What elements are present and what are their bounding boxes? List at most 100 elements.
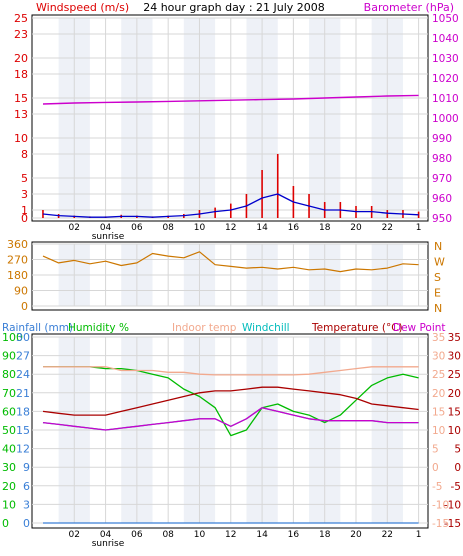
windspeed-tick: 8 <box>21 148 28 161</box>
x-tick-bottom: 16 <box>288 530 300 540</box>
humidity-tick: 40 <box>2 443 16 456</box>
direction-compass-tick: E <box>434 287 441 300</box>
barometer-tick: 1010 <box>432 93 459 105</box>
indoor-temp-tick: 20 <box>432 388 445 400</box>
barometer-tick: 950 <box>432 213 452 225</box>
x-tick-top: 10 <box>194 223 206 233</box>
barometer-line <box>42 94 419 105</box>
direction-compass-tick: N <box>434 240 442 253</box>
wind-direction-line <box>42 251 419 273</box>
rainfall-tick: 18 <box>16 405 30 418</box>
x-tick-bottom: 18 <box>319 530 331 540</box>
windspeed-axis-title: Windspeed (m/s) <box>36 1 129 14</box>
rainfall-tick: 27 <box>16 350 30 363</box>
sunrise-label-top: sunrise <box>92 232 125 242</box>
windspeed-tick: 1 <box>21 204 28 217</box>
chart-title: 24 hour graph day : 21 July 2008 <box>143 1 325 14</box>
windspeed-tick: 15 <box>14 92 28 105</box>
sunrise-label-bottom: sunrise <box>92 539 125 549</box>
barometer-tick: 990 <box>432 133 452 145</box>
barometer-tick: 1020 <box>432 73 459 85</box>
windspeed-tick: 13 <box>14 108 28 121</box>
windspeed-tick: 3 <box>21 188 28 201</box>
humidity-tick: 20 <box>2 480 16 493</box>
indoor-temp-tick: 15 <box>432 406 445 418</box>
humidity-tick: 90 <box>2 350 16 363</box>
x-tick-bottom: 02 <box>69 530 80 540</box>
legend-indoor: Indoor temp <box>172 322 237 334</box>
x-tick-top: 04 <box>100 223 112 233</box>
indoor-temp-line <box>43 366 419 376</box>
barometer-tick: 1030 <box>432 53 459 65</box>
x-tick-top: 18 <box>319 223 331 233</box>
rainfall-tick: 21 <box>16 387 30 400</box>
x-tick-top: 20 <box>350 223 362 233</box>
humidity-tick: 100 <box>2 331 23 344</box>
x-tick-top: 14 <box>256 223 268 233</box>
x-tick-top: 16 <box>288 223 300 233</box>
windspeed-tick: 10 <box>14 132 28 145</box>
humidity-tick: 50 <box>2 424 16 437</box>
barometer-tick: 1050 <box>432 13 459 25</box>
x-tick-top: 06 <box>131 223 143 233</box>
windspeed-tick: 20 <box>14 52 28 65</box>
direction-compass-tick: N <box>434 302 442 315</box>
indoor-temp-tick: -10 <box>432 499 449 511</box>
rainfall-tick: 3 <box>23 498 30 511</box>
humidity-tick: 0 <box>2 517 9 530</box>
indoor-temp-tick: 5 <box>432 444 439 456</box>
windspeed-tick: 25 <box>14 12 28 25</box>
rainfall-tick: 24 <box>16 368 30 381</box>
dewpoint-line <box>42 407 419 431</box>
rainfall-tick: 12 <box>16 443 30 456</box>
x-tick-bottom: 22 <box>382 530 393 540</box>
temperature-tick: 25 <box>448 369 461 381</box>
x-tick-bottom: 06 <box>131 530 143 540</box>
temperature-tick: -15 <box>444 518 461 530</box>
rainfall-tick: 9 <box>23 461 30 474</box>
x-tick-top: 02 <box>69 223 80 233</box>
wind-average-line <box>42 193 419 218</box>
x-tick-bottom: 10 <box>194 530 206 540</box>
indoor-temp-tick: -5 <box>432 481 442 493</box>
barometer-tick: 1040 <box>432 33 459 45</box>
x-tick-bottom: 08 <box>162 530 174 540</box>
x-tick-bottom: 14 <box>256 530 268 540</box>
x-tick-bottom: 04 <box>100 530 112 540</box>
legend-humidity: Humidity % <box>68 322 129 334</box>
legend-windchill: Windchill <box>242 322 290 334</box>
temperature-tick: 0 <box>454 462 461 474</box>
humidity-line <box>43 366 419 437</box>
rainfall-tick: 0 <box>23 517 30 530</box>
direction-degree-tick: 180 <box>7 269 28 282</box>
humidity-tick: 10 <box>2 498 16 511</box>
rainfall-tick: 30 <box>16 331 30 344</box>
windspeed-tick: 23 <box>14 28 28 41</box>
barometer-tick: 1000 <box>432 113 459 125</box>
temperature-tick: 35 <box>448 332 461 344</box>
panel1-frame <box>31 14 429 222</box>
humidity-tick: 70 <box>2 387 16 400</box>
windspeed-tick: 0 <box>21 212 28 225</box>
panel2-frame <box>31 241 429 311</box>
barometer-axis-title: Barometer (hPa) <box>364 1 454 14</box>
windspeed-tick: 5 <box>21 172 28 185</box>
humidity-tick: 80 <box>2 368 16 381</box>
humidity-tick: 30 <box>2 461 16 474</box>
legend-row: Rainfall (mm) Humidity % Indoor temp Win… <box>2 322 446 334</box>
indoor-temp-tick: 0 <box>432 462 439 474</box>
x-tick-top: 08 <box>162 223 174 233</box>
humidity-tick: 60 <box>2 405 16 418</box>
direction-compass-tick: W <box>434 256 445 269</box>
x-tick-bottom: 20 <box>350 530 362 540</box>
direction-compass-tick: S <box>434 271 441 284</box>
rainfall-tick: 15 <box>16 424 30 437</box>
x-tick-bottom: 1 <box>416 530 422 540</box>
x-tick-bottom: 12 <box>225 530 236 540</box>
temperature-tick: -10 <box>444 499 461 511</box>
legend-temperature: Temperature (°C) <box>311 322 403 334</box>
